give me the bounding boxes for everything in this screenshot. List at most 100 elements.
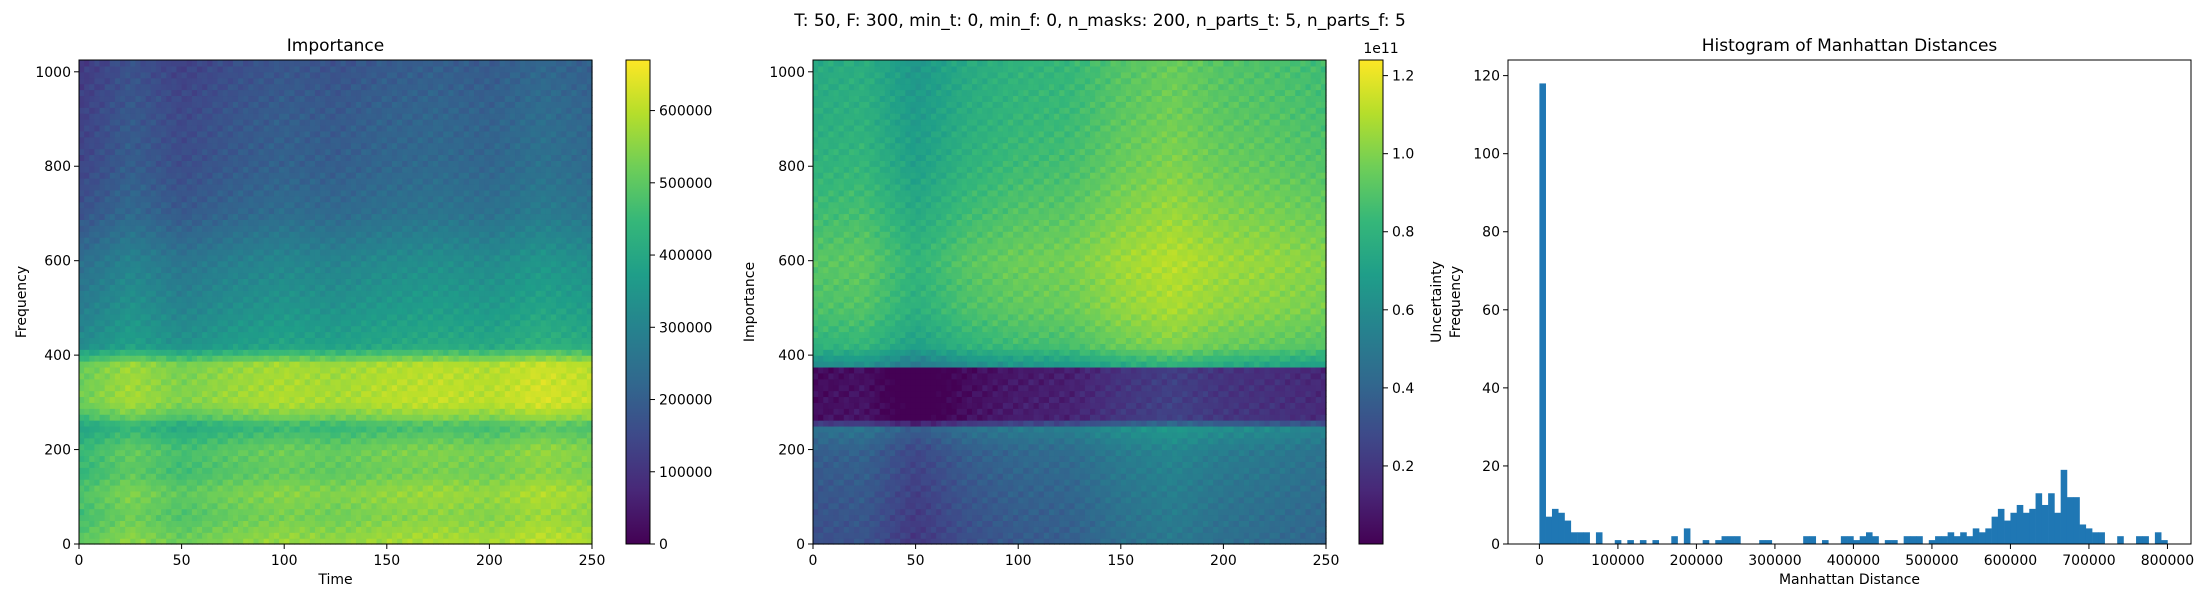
heatmap-cell xyxy=(392,308,398,315)
heatmap-cell xyxy=(571,526,577,533)
heatmap-cell xyxy=(248,485,254,492)
heatmap-cell xyxy=(520,514,526,521)
heatmap-cell xyxy=(448,361,454,368)
heatmap-cell xyxy=(382,343,388,350)
heatmap-cell xyxy=(561,497,567,504)
heatmap-cell xyxy=(397,284,403,291)
heatmap-cell xyxy=(433,343,439,350)
heatmap-cell xyxy=(264,503,270,510)
heatmap-cell xyxy=(428,491,434,498)
heatmap-cell xyxy=(341,497,347,504)
heatmap-cell xyxy=(141,396,147,403)
heatmap-cell xyxy=(341,526,347,533)
heatmap-cell xyxy=(551,361,557,368)
heatmap-cell xyxy=(402,379,408,386)
heatmap-cell xyxy=(94,367,100,374)
heatmap-cell xyxy=(325,526,331,533)
heatmap-cell xyxy=(530,261,536,268)
heatmap-cell xyxy=(233,272,239,279)
heatmap-cell xyxy=(397,514,403,521)
heatmap-cell xyxy=(171,302,177,309)
heatmap-cell xyxy=(382,284,388,291)
heatmap-cell xyxy=(233,296,239,303)
heatmap-cell xyxy=(556,479,562,486)
heatmap-cell xyxy=(448,420,454,427)
heatmap-cell xyxy=(253,343,259,350)
heatmap-cell xyxy=(84,326,90,333)
heatmap-cell xyxy=(495,473,501,480)
heatmap-cell xyxy=(84,272,90,279)
heatmap-cell xyxy=(146,332,152,339)
heatmap-cell xyxy=(156,420,162,427)
heatmap-cell xyxy=(505,467,511,474)
heatmap-cell xyxy=(341,426,347,433)
heatmap-cell xyxy=(212,337,218,344)
heatmap-cell xyxy=(484,497,490,504)
heatmap-cell xyxy=(151,261,157,268)
heatmap-cell xyxy=(515,467,521,474)
heatmap-cell xyxy=(294,367,300,374)
heatmap-cell xyxy=(423,526,429,533)
heatmap-cell xyxy=(356,267,362,274)
heatmap-cell xyxy=(330,326,336,333)
heatmap-cell xyxy=(505,385,511,392)
heatmap-cell xyxy=(125,396,131,403)
heatmap-cell xyxy=(551,479,557,486)
heatmap-cell xyxy=(141,408,147,415)
heatmap-cell xyxy=(248,296,254,303)
heatmap-cell xyxy=(110,308,116,315)
heatmap-cell xyxy=(536,396,542,403)
heatmap-cell xyxy=(79,509,85,515)
heatmap-cell xyxy=(330,420,336,427)
heatmap-cell xyxy=(115,355,121,362)
heatmap-cell xyxy=(171,379,177,386)
heatmap-cell xyxy=(171,426,177,433)
heatmap-cell xyxy=(361,296,367,303)
heatmap-cell xyxy=(84,367,90,374)
heatmap-cell xyxy=(161,332,167,339)
heatmap-cell xyxy=(330,320,336,327)
heatmap-cell xyxy=(556,414,562,421)
heatmap-cell xyxy=(187,272,193,279)
heatmap-cell xyxy=(156,520,162,527)
heatmap-cell xyxy=(438,514,444,521)
heatmap-cell xyxy=(530,473,536,480)
heatmap-cell xyxy=(182,249,188,256)
heatmap-cell xyxy=(120,302,126,309)
heatmap-cell xyxy=(294,461,300,468)
heatmap-cell xyxy=(351,343,357,350)
heatmap-cell xyxy=(546,302,552,309)
heatmap-cell xyxy=(305,396,311,403)
heatmap-cell xyxy=(284,485,290,492)
heatmap-cell xyxy=(156,396,162,403)
heatmap-cell xyxy=(371,308,377,315)
heatmap-cell xyxy=(407,355,413,362)
heatmap-cell xyxy=(428,461,434,468)
heatmap-cell xyxy=(161,267,167,274)
heatmap-cell xyxy=(412,444,418,451)
heatmap-cell xyxy=(130,432,136,439)
heatmap-cell xyxy=(546,326,552,333)
heatmap-cell xyxy=(248,473,254,480)
heatmap-cell xyxy=(238,396,244,403)
heatmap-cell xyxy=(279,432,285,439)
heatmap-cell xyxy=(202,296,208,303)
heatmap-cell xyxy=(135,503,141,510)
heatmap-cell xyxy=(84,467,90,474)
heatmap-cell xyxy=(84,408,90,415)
heatmap-cell xyxy=(479,473,485,480)
heatmap-cell xyxy=(84,509,90,515)
heatmap-cell xyxy=(438,497,444,504)
heatmap-cell xyxy=(294,296,300,303)
heatmap-cell xyxy=(474,485,480,492)
heatmap-cell xyxy=(156,343,162,350)
heatmap-cell xyxy=(197,408,203,415)
heatmap-cell xyxy=(79,373,85,380)
heatmap-cell xyxy=(489,426,495,433)
heatmap-cell xyxy=(382,385,388,392)
heatmap-cell xyxy=(120,379,126,386)
heatmap-cell xyxy=(264,491,270,498)
heatmap-cell xyxy=(371,296,377,303)
heatmap-cell xyxy=(248,396,254,403)
heatmap-cell xyxy=(120,278,126,285)
